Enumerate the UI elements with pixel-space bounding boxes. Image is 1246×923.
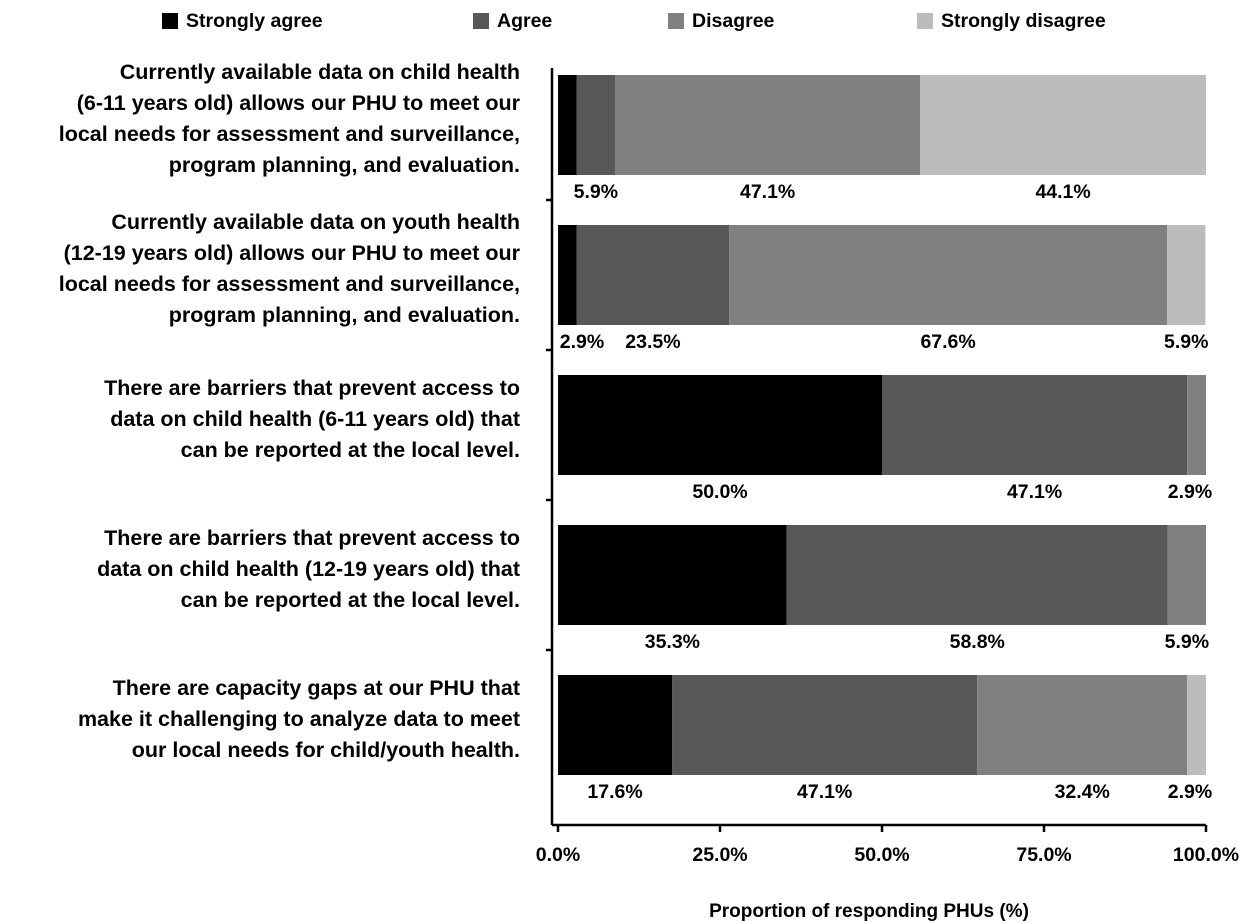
legend-swatch	[473, 13, 489, 29]
value-label: 23.5%	[625, 331, 680, 353]
value-label: 35.3%	[645, 631, 700, 653]
legend-label: Agree	[497, 10, 552, 32]
legend-swatch	[668, 13, 684, 29]
value-label: 67.6%	[920, 331, 975, 353]
value-label: 2.9%	[560, 331, 604, 353]
value-label: 58.8%	[950, 631, 1005, 653]
bar-segment	[1167, 525, 1206, 625]
legend-label: Strongly disagree	[941, 10, 1106, 32]
value-label: 47.1%	[797, 781, 852, 803]
value-label: 5.9%	[1164, 331, 1208, 353]
value-label: 2.9%	[1168, 781, 1212, 803]
category-label: There are barriers that prevent access t…	[97, 525, 520, 612]
bar-segment	[1187, 675, 1206, 775]
x-axis-title: Proportion of responding PHUs (%)	[709, 901, 1029, 922]
value-label: 47.1%	[740, 181, 795, 203]
bar-segment	[729, 225, 1168, 325]
x-tick-label: 100.0%	[1173, 844, 1239, 866]
x-tick-label: 50.0%	[854, 844, 909, 866]
category-label: Currently available data on child health…	[58, 60, 520, 177]
value-label: 47.1%	[1007, 481, 1062, 503]
value-label: 5.9%	[574, 181, 618, 203]
category-label: There are barriers that prevent access t…	[104, 375, 520, 462]
value-label: 17.6%	[587, 781, 642, 803]
bar-segment	[558, 225, 577, 325]
value-label: 2.9%	[1168, 481, 1212, 503]
bar-segment	[977, 675, 1188, 775]
value-label: 5.9%	[1165, 631, 1209, 653]
x-tick-label: 25.0%	[692, 844, 747, 866]
bar-segment	[1187, 375, 1206, 475]
bar-segment	[558, 675, 673, 775]
bar-segment	[576, 225, 730, 325]
legend-swatch	[162, 13, 178, 29]
bar-segment	[920, 75, 1206, 175]
bar-segment	[558, 525, 787, 625]
bar-segment	[558, 375, 882, 475]
value-label: 32.4%	[1055, 781, 1110, 803]
category-label: There are capacity gaps at our PHU that …	[77, 675, 520, 762]
category-label: Currently available data on youth health…	[58, 210, 520, 327]
x-tick-label: 0.0%	[536, 844, 580, 866]
legend-swatch	[917, 13, 933, 29]
bar-segment	[1167, 225, 1206, 325]
bar-segment	[786, 525, 1168, 625]
value-label: 50.0%	[692, 481, 747, 503]
x-tick-label: 75.0%	[1016, 844, 1071, 866]
bar-segment	[672, 675, 978, 775]
legend-label: Strongly agree	[186, 10, 323, 32]
legend-label: Disagree	[692, 10, 775, 32]
value-label: 44.1%	[1035, 181, 1090, 203]
bar-segment	[615, 75, 921, 175]
bar-segment	[882, 375, 1188, 475]
bar-segment	[576, 75, 616, 175]
bar-segment	[558, 75, 577, 175]
